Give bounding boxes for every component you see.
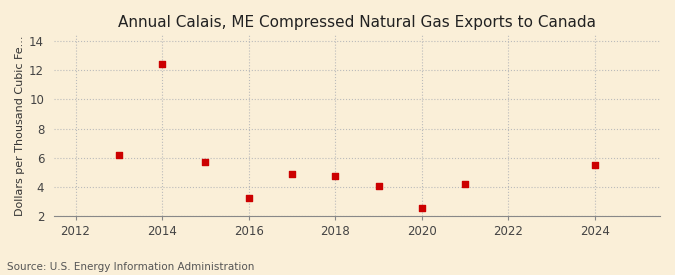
Point xyxy=(373,184,384,188)
Point xyxy=(200,160,211,164)
Text: Source: U.S. Energy Information Administration: Source: U.S. Energy Information Administ… xyxy=(7,262,254,272)
Point xyxy=(243,196,254,200)
Point xyxy=(460,182,470,186)
Point xyxy=(113,153,124,157)
Point xyxy=(330,174,341,178)
Point xyxy=(157,62,167,67)
Title: Annual Calais, ME Compressed Natural Gas Exports to Canada: Annual Calais, ME Compressed Natural Gas… xyxy=(118,15,596,30)
Y-axis label: Dollars per Thousand Cubic Fe...: Dollars per Thousand Cubic Fe... xyxy=(15,35,25,216)
Point xyxy=(590,163,601,167)
Point xyxy=(287,172,298,177)
Point xyxy=(416,206,427,210)
